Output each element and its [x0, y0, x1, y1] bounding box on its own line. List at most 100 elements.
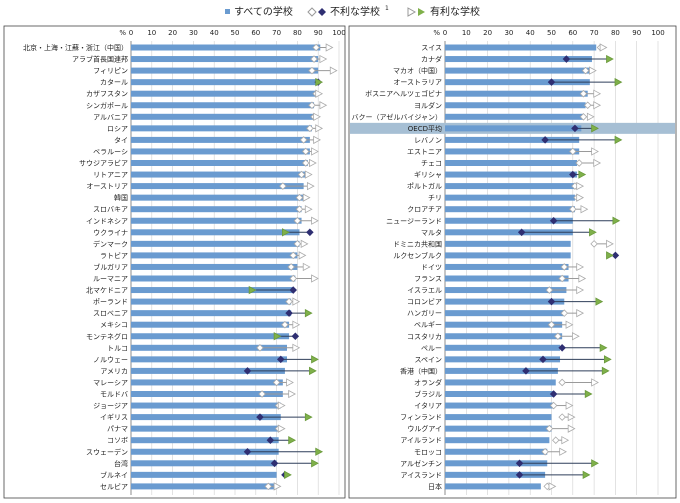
- category-label: スペイン: [414, 356, 442, 364]
- bar-all-schools: [131, 321, 290, 328]
- bar-all-schools: [445, 148, 580, 155]
- x-tick-label: 70: [272, 29, 281, 37]
- x-tick-label: 0: [129, 29, 133, 37]
- marker-disadvantaged: [569, 205, 577, 213]
- bar-all-schools: [445, 356, 561, 363]
- category-label: アラブ首長国連邦: [72, 55, 128, 64]
- marker-disadvantaged: [611, 251, 620, 260]
- marker-advantaged: [311, 216, 319, 225]
- bar-all-schools: [131, 402, 281, 409]
- marker-disadvantaged: [545, 286, 554, 294]
- marker-advantaged: [599, 343, 608, 352]
- x-tick-label: 80: [611, 29, 620, 37]
- marker-advantaged: [311, 355, 319, 364]
- category-label: カタール: [100, 78, 128, 87]
- marker-advantaged: [589, 228, 597, 237]
- category-label: ドミニカ共和国: [393, 239, 442, 248]
- category-label: パナマ: [107, 425, 128, 433]
- marker-disadvantaged: [558, 344, 566, 352]
- marker-advantaged: [311, 274, 319, 283]
- marker-advantaged: [288, 389, 297, 399]
- category-label: マカオ（中国）: [393, 66, 442, 75]
- marker-advantaged: [572, 332, 580, 341]
- category-label: ギリシャ: [414, 171, 442, 179]
- marker-disadvantaged: [306, 228, 314, 237]
- bar-all-schools: [131, 194, 304, 201]
- marker-disadvantaged: [289, 274, 298, 283]
- bar-all-schools: [445, 67, 590, 74]
- bar-all-schools: [131, 240, 300, 247]
- bar-all-schools: [445, 136, 580, 143]
- marker-disadvantaged: [285, 309, 293, 317]
- x-tick-label: 50: [231, 29, 240, 37]
- marker-advantaged: [273, 332, 282, 341]
- marker-advantaged: [277, 401, 286, 410]
- bar-all-schools: [445, 391, 554, 397]
- category-label: ボスニアヘルツェゴビナ: [365, 89, 442, 98]
- marker-advantaged: [277, 424, 286, 433]
- marker-advantaged: [298, 251, 307, 260]
- panel-left: 0 10 20 30 40 50 60 70 80 90 100% 北京・上海・江蘇・浙江（中国） アラ…: [23, 29, 346, 495]
- x-tick-label: 10: [147, 29, 156, 37]
- bar-all-schools: [131, 79, 317, 86]
- marker-advantaged: [329, 66, 338, 75]
- marker-advantaged: [565, 401, 574, 410]
- bar-all-schools: [445, 310, 565, 317]
- marker-disadvantaged: [256, 344, 264, 352]
- marker-disadvantaged: [547, 320, 556, 329]
- category-label: 台湾: [114, 459, 128, 468]
- x-tick-label: 40: [210, 29, 219, 37]
- bar-all-schools: [131, 229, 300, 236]
- marker-disadvantaged: [270, 459, 279, 468]
- marker-disadvantaged: [281, 320, 289, 329]
- marker-disadvantaged: [291, 332, 300, 341]
- bar-all-schools: [131, 344, 287, 351]
- marker-disadvantaged: [583, 101, 592, 110]
- marker-disadvantaged: [541, 447, 549, 456]
- category-label: ドイツ: [421, 263, 442, 271]
- marker-advantaged: [319, 54, 328, 64]
- x-tick-label: 20: [483, 29, 492, 37]
- category-label: ロシア: [107, 125, 128, 133]
- category-label: メキシコ: [100, 321, 128, 329]
- legend-all-label: すべての学校: [234, 5, 293, 18]
- bar-all-schools: [131, 287, 294, 294]
- category-label: レバノン: [414, 136, 442, 144]
- marker-advantaged: [284, 470, 292, 480]
- marker-disadvantaged: [306, 124, 314, 133]
- x-tick-label: 0: [443, 29, 447, 37]
- marker-advantaged: [313, 135, 321, 145]
- marker-advantaged: [578, 274, 587, 283]
- marker-disadvantaged: [560, 263, 569, 271]
- marker-disadvantaged: [295, 193, 304, 202]
- bar-all-schools: [131, 183, 304, 190]
- marker-advantaged: [606, 239, 614, 249]
- category-label: 日本: [428, 482, 442, 491]
- bar-all-schools: [445, 298, 565, 305]
- bar-all-schools: [445, 171, 578, 178]
- bar-all-schools: [131, 310, 292, 317]
- marker-advantaged: [559, 447, 567, 456]
- bar-all-schools: [131, 414, 281, 421]
- bar-all-schools: [445, 160, 578, 166]
- x-tick-label: 50: [547, 29, 556, 37]
- category-label: モロッコ: [414, 448, 442, 456]
- category-label: モルドバ: [100, 391, 128, 399]
- bar-all-schools: [131, 56, 319, 63]
- bar-all-schools: [131, 391, 283, 397]
- marker-advantaged: [606, 251, 614, 260]
- category-label: OECD平均: [408, 124, 442, 133]
- bar-all-schools: [445, 252, 571, 259]
- x-tick-label: 20: [168, 29, 177, 37]
- marker-disadvantaged: [264, 482, 273, 491]
- marker-advantaged: [603, 355, 612, 364]
- marker-advantaged: [576, 262, 585, 272]
- marker-advantaged: [591, 459, 599, 468]
- marker-advantaged: [599, 43, 608, 52]
- category-label: ペルー: [421, 344, 442, 352]
- marker-advantaged: [580, 205, 589, 214]
- marker-disadvantaged: [299, 136, 308, 144]
- x-tick-label: 10: [462, 29, 471, 37]
- marker-disadvantaged: [285, 297, 293, 306]
